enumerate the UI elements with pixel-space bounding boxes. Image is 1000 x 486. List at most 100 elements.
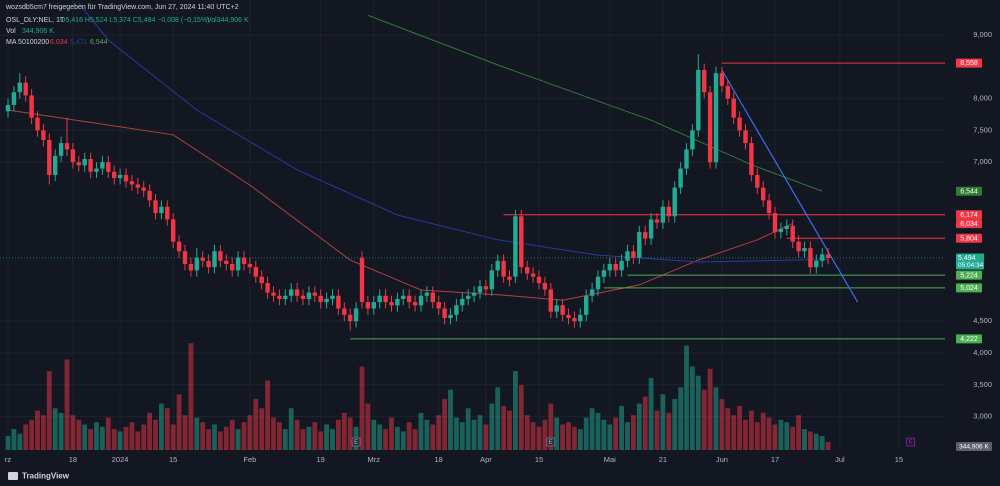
x-tick-label: 17	[771, 455, 779, 464]
volume-bar	[731, 415, 737, 450]
volume-bar	[690, 366, 695, 450]
volume-bar	[271, 417, 276, 450]
volume-bar	[483, 424, 489, 450]
ma-value: 5,471	[70, 39, 88, 46]
x-tick-label: Jul	[835, 455, 845, 464]
candle-body	[784, 225, 789, 229]
candle-body	[820, 254, 825, 261]
candle-body	[802, 248, 807, 252]
volume-bar	[554, 417, 560, 450]
volume-bar	[684, 345, 689, 450]
candle-body	[495, 260, 500, 271]
volume-bar	[259, 408, 265, 450]
symbol: OSL_DLY:NEL, 1T	[6, 17, 65, 24]
candle-body	[825, 254, 831, 258]
volume-bar	[341, 412, 347, 450]
candle-body	[342, 308, 347, 315]
volume-bar	[129, 422, 135, 450]
candle-body	[766, 200, 772, 214]
candle-body	[707, 92, 713, 163]
ma-tag-label: 6,544	[960, 188, 978, 195]
volume-bar	[52, 408, 58, 450]
volume-bar	[247, 415, 253, 450]
price-tag	[956, 210, 982, 220]
candle-body	[460, 298, 465, 306]
candle-body	[94, 168, 99, 172]
volume-bar	[625, 422, 630, 450]
candle-body	[212, 251, 217, 268]
price-tag	[956, 283, 982, 293]
volume-bar	[153, 419, 158, 450]
volume-bar	[442, 398, 447, 450]
candles	[5, 54, 831, 331]
x-tick-label: Mrz	[368, 455, 381, 464]
candle-body	[436, 302, 441, 309]
candle-body	[277, 295, 282, 299]
volume-bar	[206, 429, 211, 450]
x-tick-label: 15	[169, 455, 177, 464]
candle-body	[442, 308, 447, 319]
candle-body	[560, 305, 565, 315]
candle-body	[471, 292, 477, 296]
candle-body	[761, 187, 766, 201]
candle-body	[129, 181, 135, 185]
volume-tag-label: 344,906 K	[959, 444, 989, 451]
volume-bar	[448, 389, 453, 450]
candle-body	[383, 295, 388, 303]
y-tick-label: 4,500	[973, 316, 992, 325]
volume-bar	[424, 419, 430, 450]
volume-bar	[430, 424, 436, 450]
volume-bar	[566, 422, 571, 450]
candle-body	[141, 187, 146, 191]
volume-bar	[324, 424, 329, 450]
candle-body	[678, 168, 683, 188]
candle-body	[47, 139, 52, 175]
candle-body	[548, 289, 553, 312]
candle-body	[584, 295, 589, 315]
volume-bar	[613, 417, 619, 450]
candle-body	[182, 251, 188, 264]
candle-body	[755, 174, 760, 188]
candle-body	[389, 302, 394, 306]
volume-bar	[766, 417, 772, 450]
volume-bar	[754, 422, 760, 450]
volume-bar	[330, 429, 335, 450]
candle-body	[749, 143, 754, 175]
x-tick-label: 15	[895, 455, 903, 464]
candle-body	[359, 257, 365, 303]
candle-body	[507, 276, 512, 280]
candle-body	[418, 295, 424, 306]
last-price-tag	[956, 253, 984, 270]
candle-body	[23, 82, 28, 96]
y-tick-label: 4,000	[973, 348, 992, 357]
volume-bar	[265, 380, 270, 450]
volume-bar	[212, 424, 217, 450]
moving-average	[78, 2, 829, 263]
volume-bar	[277, 422, 282, 450]
volume-bar	[577, 429, 583, 450]
candle-body	[530, 273, 536, 277]
candle-body	[294, 289, 300, 296]
candle-body	[796, 241, 801, 252]
candle-body	[324, 298, 329, 303]
volume-bar	[41, 415, 46, 450]
candle-body	[743, 130, 748, 144]
footer-brand: TradingView	[22, 472, 70, 481]
x-tick-label: Mai	[604, 455, 616, 464]
candle-body	[625, 251, 630, 261]
volume-bar	[253, 398, 259, 450]
candle-body	[88, 159, 93, 172]
candle-body	[572, 318, 577, 322]
x-tick-label: 19	[317, 455, 325, 464]
candle-body	[601, 270, 607, 277]
candle-body	[407, 295, 412, 303]
volume-bar	[572, 426, 577, 450]
candle-body	[188, 263, 194, 271]
candle-body	[412, 302, 418, 306]
candle-body	[401, 295, 406, 299]
volume-bar	[164, 408, 170, 450]
volume-bar	[489, 403, 495, 450]
candle-body	[165, 206, 170, 220]
candle-body	[112, 171, 117, 179]
volume-bar	[678, 387, 683, 450]
